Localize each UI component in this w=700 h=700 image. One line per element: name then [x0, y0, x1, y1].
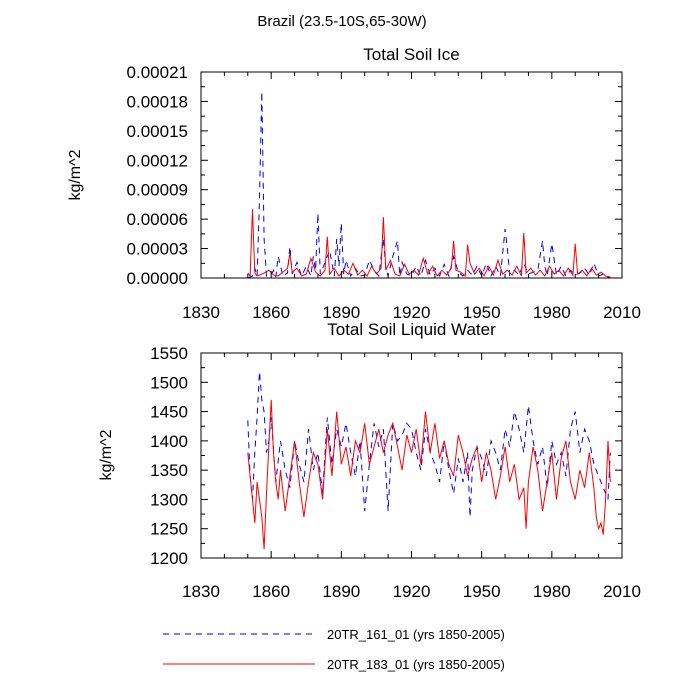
- y-tick-label: 0.00003: [127, 240, 188, 259]
- suptitle: Brazil (23.5-10S,65-30W): [257, 13, 426, 30]
- y-tick-label: 1550: [150, 344, 188, 363]
- y-tick-label: 1200: [150, 549, 188, 568]
- series-line-183: [247, 209, 611, 278]
- y-tick-label: 1250: [150, 520, 188, 539]
- series-line-161: [247, 371, 611, 518]
- y-tick-label: 1400: [150, 432, 188, 451]
- x-tick-label: 1920: [393, 582, 431, 601]
- legend: 20TR_161_01 (yrs 1850-2005) 20TR_183_01 …: [163, 627, 505, 672]
- y-axis-label: kg/m^2: [98, 429, 115, 480]
- panel-total-soil-ice: Total Soil Ice kg/m^2 1830 1860 1890 1920 1950…: [67, 45, 641, 322]
- y-axis-label: kg/m^2: [67, 149, 84, 200]
- x-tick-label: 1860: [252, 582, 290, 601]
- plot-frame: [200, 352, 623, 559]
- x-tick-label: 1980: [533, 303, 571, 322]
- x-tick-label: 2010: [603, 303, 641, 322]
- x-tick-label: 1890: [322, 582, 360, 601]
- chart-title: Total Soil Liquid Water: [327, 320, 496, 339]
- y-tick-label: 1500: [150, 373, 188, 392]
- series-group: [247, 371, 611, 550]
- panel-total-soil-liquid-water: Total Soil Liquid Water kg/m^2 1830 1860 189…: [98, 320, 641, 601]
- y-tick-label: 0.00006: [127, 210, 188, 229]
- y-tick-label: 0.00012: [127, 151, 188, 170]
- legend-label-161: 20TR_161_01 (yrs 1850-2005): [327, 627, 505, 642]
- x-tick-label: 1830: [182, 582, 220, 601]
- chart-title: Total Soil Ice: [363, 45, 459, 64]
- series-line-161: [247, 91, 611, 278]
- plot-frame: [200, 71, 623, 279]
- x-tick-label: 1980: [533, 582, 571, 601]
- series-line-183: [247, 399, 611, 550]
- x-tick-label: 2010: [603, 582, 641, 601]
- y-tick-label: 1450: [150, 403, 188, 422]
- x-tick-label: 1950: [463, 582, 501, 601]
- x-tick-label: 1830: [182, 303, 220, 322]
- y-tick-label: 0.00021: [127, 63, 188, 82]
- x-tick-label: 1890: [322, 303, 360, 322]
- x-tick-label: 1950: [463, 303, 501, 322]
- x-tick-label: 1920: [393, 303, 431, 322]
- y-tick-label: 1350: [150, 461, 188, 480]
- y-tick-label: 0.00000: [127, 269, 188, 288]
- series-group: [247, 91, 611, 278]
- y-tick-label: 0.00018: [127, 92, 188, 111]
- y-tick-label: 1300: [150, 490, 188, 509]
- y-tick-label: 0.00009: [127, 181, 188, 200]
- x-tick-label: 1860: [252, 303, 290, 322]
- y-tick-label: 0.00015: [127, 122, 188, 141]
- legend-label-183: 20TR_183_01 (yrs 1850-2005): [327, 657, 505, 672]
